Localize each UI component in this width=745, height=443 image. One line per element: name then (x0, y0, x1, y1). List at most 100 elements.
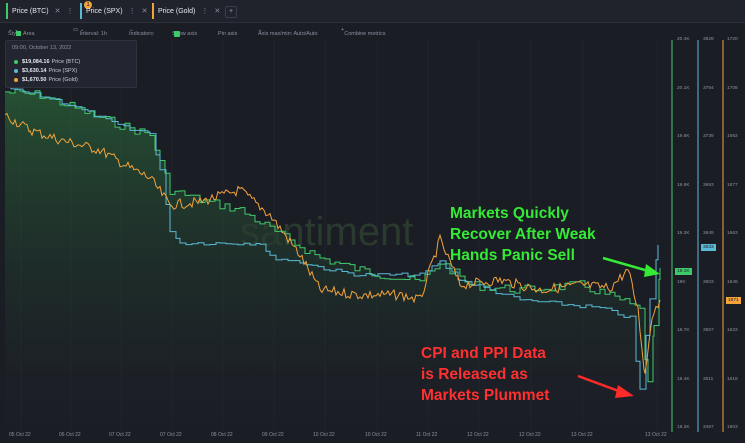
close-icon[interactable]: ✕ (214, 8, 221, 15)
legend-label: Price (SPX) (48, 68, 78, 74)
tab-label: Price (Gold) (158, 7, 196, 15)
axis-maxmin-label: Axis max/min: Auto/Auto (258, 31, 318, 37)
x-tick-label: 07 Oct 22 (109, 432, 131, 438)
x-tick-label: 10 Oct 22 (313, 432, 335, 438)
annotation-line: CPI and PPI Data (421, 345, 546, 362)
watermark: santiment (240, 210, 413, 254)
gold-color-bar (152, 3, 154, 19)
legend-value: $1,670.50 (22, 77, 47, 83)
btc-area-fill (5, 89, 660, 433)
spx-dot (14, 69, 18, 73)
legend-date: 09:00, October 13, 2022 (12, 45, 72, 51)
annotation-cpi: CPI and PPI Data is Released as Markets … (421, 343, 549, 406)
axis-tick-label: 18.2K (677, 425, 690, 430)
chart-legend: 09:00, October 13, 2022 $19,084.16 Price … (5, 40, 137, 88)
chart-toolbar: Style: Area ⌄ ⌄ ▭ Interval: 1h ⌄ Indicat… (0, 23, 745, 39)
axis-tick-label: 1618 (727, 377, 738, 382)
more-icon[interactable]: ⋮ (201, 8, 209, 15)
btc-dot (14, 60, 18, 64)
tab-price-gold[interactable]: Price (Gold) ⋮ ✕ (152, 0, 220, 22)
color-swatch[interactable] (16, 31, 22, 36)
tab-price-spx[interactable]: Price (SPX) ⋮ ✕ (80, 0, 147, 22)
x-tick-label: 11 Oct 22 (416, 432, 438, 438)
axis-tick-label: 1692 (727, 134, 738, 139)
interval-label: Interval: 1h (79, 31, 107, 37)
notification-badge: 1 (84, 1, 92, 9)
x-tick-label: 05 Oct 22 (9, 432, 31, 438)
gold-dot (14, 78, 18, 82)
x-tick-label: 09 Oct 22 (262, 432, 284, 438)
axis-tick-label: 1706 (727, 86, 738, 91)
red-arrow (577, 374, 634, 398)
more-icon[interactable]: ⋮ (66, 8, 74, 15)
axis-tick-label: 19.3K (677, 231, 690, 236)
tab-price-btc[interactable]: Price (BTC) ✕ ⋮ (6, 0, 73, 22)
axis-tick-label: 1603 (727, 425, 738, 430)
annotation-line: Markets Quickly (450, 205, 569, 222)
x-tick-label: 13 Oct 22 (571, 432, 593, 438)
axis-tick-label: 18.7K (677, 328, 690, 333)
x-tick-label: 10 Oct 22 (365, 432, 387, 438)
btc-color-bar (6, 3, 8, 19)
axis-tick-label: 3649 (703, 231, 714, 236)
checkbox-icon[interactable] (174, 31, 180, 37)
green-arrow (602, 256, 660, 277)
axis-maxmin-select[interactable]: Axis max/min: Auto/Auto ⌄ (258, 27, 318, 37)
axis-tick-label: 1648 (727, 280, 738, 285)
combine-label: Combine metrics (344, 31, 386, 37)
x-tick-label: 08 Oct 22 (211, 432, 233, 438)
legend-label: Price (BTC) (51, 59, 81, 65)
gold-current-tag: 1671 (726, 297, 741, 304)
x-tick-label: 07 Oct 22 (160, 432, 182, 438)
axis-tick-label: 3557 (703, 328, 714, 333)
tab-label: Price (BTC) (12, 7, 49, 15)
x-tick-label: 06 Oct 22 (59, 432, 81, 438)
annotation-line: is Released as (421, 366, 528, 383)
legend-row-btc: $19,084.16 Price (BTC) (14, 59, 80, 65)
legend-label: Price (Gold) (48, 77, 78, 83)
more-icon[interactable]: ⋮ (128, 8, 136, 15)
x-tick-label: 12 Oct 22 (467, 432, 489, 438)
legend-row-gold: $1,670.50 Price (Gold) (14, 77, 78, 83)
tab-label: Price (SPX) (86, 7, 123, 15)
close-icon[interactable]: ✕ (54, 8, 61, 15)
axis-tick-label: 3467 (703, 425, 714, 430)
axis-tick-label: 1720 (727, 37, 738, 42)
indicators-label: Indicators: (129, 31, 155, 37)
axis-tick-label: 1663 (727, 231, 738, 236)
axis-tick-label: 3828 (703, 37, 714, 42)
axis-tick-label: 3693 (703, 183, 714, 188)
axis-tick-label: 19.6K (677, 183, 690, 188)
style-select[interactable]: Style: Area ⌄ ⌄ (8, 27, 35, 37)
x-tick-label: 13 Oct 22 (645, 432, 667, 438)
legend-value: $3,630.14 (22, 68, 47, 74)
add-metric-button[interactable]: + (225, 6, 237, 18)
axis-tick-label: 3603 (703, 280, 714, 285)
annotation-line: Recover After Weak (450, 226, 596, 243)
style-label: Style: Area (8, 31, 35, 37)
spx-current-tag: 3633 (701, 244, 716, 251)
pin-axis-label: Pin axis (218, 31, 238, 37)
interval-select[interactable]: ▭ Interval: 1h ⌄ (73, 27, 107, 37)
gold-line (4, 112, 661, 374)
annotation-line: Markets Plummet (421, 387, 550, 404)
axis-tick-label: 1633 (727, 328, 738, 333)
combine-metrics-button[interactable]: + Combine metrics (341, 27, 386, 37)
axis-tick-label: 1677 (727, 183, 738, 188)
metric-tabs: Price (BTC) ✕ ⋮ 1 Price (SPX) ⋮ ✕ Price … (0, 0, 745, 23)
legend-row-spx: $3,630.14 Price (SPX) (14, 68, 77, 74)
spx-line (5, 85, 659, 390)
close-icon[interactable]: ✕ (141, 8, 148, 15)
axis-tick-label: 20.1K (677, 86, 690, 91)
show-axis-label: Show axis (172, 31, 198, 37)
axis-tick-label: 18.4K (677, 377, 690, 382)
btc-current-tag: 19.1K (675, 268, 692, 275)
axis-tick-label: 20.4K (677, 37, 690, 42)
annotation-line: Hands Panic Sell (450, 247, 575, 264)
indicators-select[interactable]: Indicators: ⌄ (129, 27, 155, 37)
legend-value: $19,084.16 (22, 59, 50, 65)
axis-tick-label: 3784 (703, 86, 714, 91)
axis-tick-label: 19K (677, 280, 686, 285)
spx-color-bar (80, 3, 82, 19)
